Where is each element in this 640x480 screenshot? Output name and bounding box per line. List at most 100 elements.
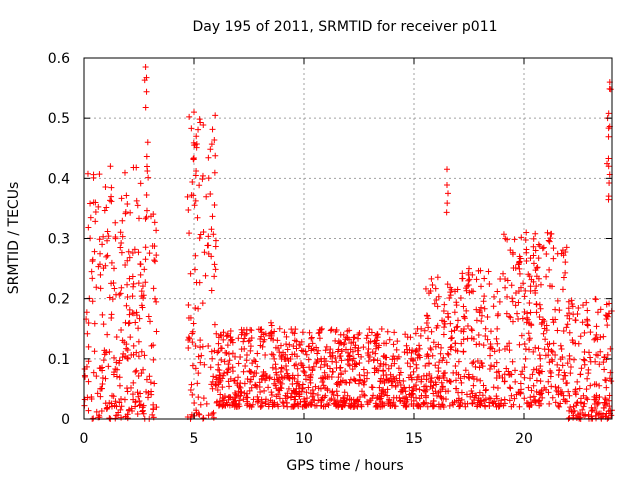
data-point xyxy=(447,378,454,385)
data-point xyxy=(185,302,192,309)
data-point xyxy=(539,368,546,375)
data-point xyxy=(592,404,599,411)
data-point xyxy=(495,403,502,410)
data-point xyxy=(211,169,218,176)
data-point xyxy=(581,329,588,336)
data-point xyxy=(442,396,449,403)
data-point xyxy=(579,319,586,326)
data-point xyxy=(118,195,125,202)
data-point xyxy=(458,389,465,396)
data-point xyxy=(95,203,102,210)
data-point xyxy=(145,313,152,320)
data-point xyxy=(337,331,344,338)
data-point xyxy=(443,209,450,216)
data-point xyxy=(407,372,414,379)
y-tick-label: 0.2 xyxy=(48,292,70,308)
data-point xyxy=(141,266,148,273)
data-point xyxy=(441,301,448,308)
data-point xyxy=(424,313,431,320)
data-point xyxy=(290,343,297,350)
data-point xyxy=(193,279,200,286)
data-point xyxy=(470,359,477,366)
data-point xyxy=(323,343,330,350)
data-point xyxy=(136,315,143,322)
data-point xyxy=(473,341,480,348)
data-point xyxy=(87,200,94,207)
data-point xyxy=(404,360,411,367)
data-point xyxy=(532,247,539,254)
data-point xyxy=(309,386,316,393)
data-point xyxy=(87,214,94,221)
data-point xyxy=(225,394,232,401)
data-point xyxy=(556,307,563,314)
data-point xyxy=(260,338,267,345)
data-point xyxy=(145,394,152,401)
data-point xyxy=(318,355,325,362)
data-point xyxy=(444,166,450,173)
data-point xyxy=(133,349,140,356)
data-point xyxy=(554,361,561,368)
data-point xyxy=(112,415,119,422)
data-point xyxy=(130,310,137,317)
data-point xyxy=(584,307,591,314)
y-tick-label: 0 xyxy=(61,412,70,428)
data-point xyxy=(401,400,408,407)
data-point xyxy=(309,340,316,347)
data-point xyxy=(535,255,542,262)
data-point xyxy=(135,249,142,256)
data-point xyxy=(342,368,349,375)
data-point xyxy=(390,394,397,401)
data-point xyxy=(460,328,467,335)
data-point xyxy=(511,236,518,243)
data-point xyxy=(363,335,370,342)
data-point xyxy=(192,365,199,372)
data-point xyxy=(440,403,447,410)
data-point xyxy=(137,180,144,187)
data-point xyxy=(487,345,494,352)
data-point xyxy=(482,333,489,340)
data-point xyxy=(592,295,599,302)
data-point xyxy=(281,329,288,336)
data-point xyxy=(545,352,552,359)
data-point xyxy=(193,144,200,151)
data-point xyxy=(435,293,442,300)
data-point xyxy=(209,213,216,220)
data-point xyxy=(543,251,550,258)
data-point xyxy=(306,329,313,336)
data-point xyxy=(337,339,344,346)
data-point xyxy=(485,268,492,275)
data-point xyxy=(387,402,394,409)
data-point xyxy=(531,398,538,405)
data-point xyxy=(412,348,419,355)
data-point xyxy=(282,351,289,358)
data-point xyxy=(229,350,236,357)
data-point xyxy=(527,394,534,401)
data-point xyxy=(126,311,133,318)
data-point xyxy=(478,312,485,319)
data-point xyxy=(90,369,97,376)
data-point xyxy=(291,401,298,408)
data-point xyxy=(470,335,477,342)
data-point xyxy=(215,340,222,347)
data-point xyxy=(318,325,325,332)
data-point xyxy=(445,190,452,197)
data-point xyxy=(355,335,362,342)
data-point xyxy=(110,279,117,286)
data-point xyxy=(138,370,145,377)
data-point xyxy=(257,342,264,349)
data-point xyxy=(480,382,487,389)
data-point xyxy=(528,276,535,283)
data-point xyxy=(403,342,410,349)
data-point xyxy=(478,283,485,290)
data-point xyxy=(329,349,336,356)
data-point xyxy=(118,239,125,246)
data-point xyxy=(211,136,218,143)
data-point xyxy=(549,316,556,323)
data-point xyxy=(526,273,533,280)
data-point xyxy=(433,296,440,303)
data-point xyxy=(278,352,285,359)
data-point xyxy=(480,342,487,349)
data-point xyxy=(138,293,145,300)
data-point xyxy=(302,398,309,405)
data-point xyxy=(195,126,202,133)
